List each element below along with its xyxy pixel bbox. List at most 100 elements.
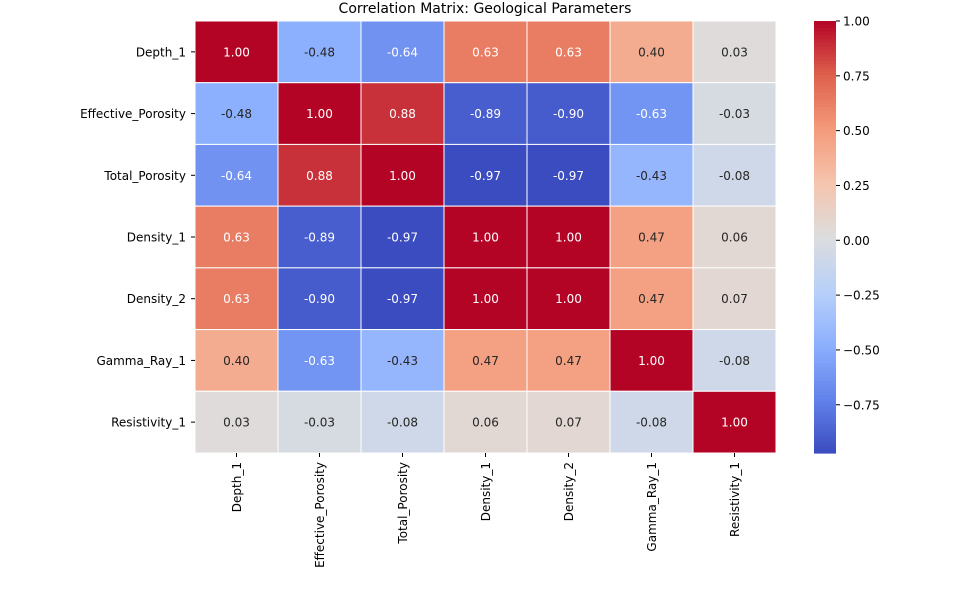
cell-value-label: -0.48 <box>221 107 252 121</box>
row-label: Density_2 <box>127 292 186 306</box>
colorbar-tick-label: 0.25 <box>843 179 870 193</box>
colorbar-segment <box>814 150 836 155</box>
heatmap-cell <box>692 329 777 392</box>
chart-title: Correlation Matrix: Geological Parameter… <box>339 1 632 17</box>
colorbar-segment <box>814 39 836 44</box>
heatmap-cell <box>526 329 611 392</box>
row-label: Effective_Porosity <box>80 107 186 121</box>
colorbar-segment <box>814 294 836 299</box>
colorbar-segment <box>814 175 836 180</box>
cell-value-label: -0.89 <box>470 107 501 121</box>
colorbar-segment <box>814 424 836 429</box>
colorbar-segment <box>814 373 836 378</box>
colorbar-segment <box>814 247 836 252</box>
colorbar-segment <box>814 219 836 224</box>
colorbar-segment <box>814 251 836 256</box>
colorbar-segment <box>814 186 836 191</box>
colorbar-segment <box>814 154 836 159</box>
colorbar-segment <box>814 276 836 281</box>
colorbar-segment <box>814 183 836 188</box>
heatmap-cell <box>443 20 528 84</box>
column-labels: Depth_1 Effective_Porosity Total_Porosity D… <box>230 453 742 568</box>
colorbar-segment <box>814 280 836 285</box>
colorbar-segment <box>814 28 836 33</box>
cell-value-label: 0.06 <box>721 231 748 245</box>
cell-value-label: -0.97 <box>387 292 418 306</box>
colorbar-segment <box>814 269 836 274</box>
cell-value-label: 0.63 <box>472 45 499 59</box>
colorbar-segment <box>814 240 836 245</box>
column-label: Total_Porosity <box>396 462 410 545</box>
colorbar-segment <box>814 21 836 26</box>
colorbar-segment <box>814 399 836 404</box>
colorbar-segment <box>814 57 836 62</box>
column-label: Density_1 <box>479 462 493 521</box>
colorbar-segment <box>814 132 836 137</box>
colorbar-segment <box>814 359 836 364</box>
heatmap-cell <box>277 329 362 392</box>
colorbar-segment <box>814 327 836 332</box>
column-label: Density_2 <box>562 462 576 521</box>
colorbar-segment <box>814 129 836 134</box>
cell-value-label: -0.08 <box>387 416 418 430</box>
colorbar-segment <box>814 93 836 98</box>
colorbar-segment <box>814 262 836 267</box>
colorbar-segment <box>814 85 836 90</box>
cell-value-label: 0.63 <box>555 45 582 59</box>
cell-value-label: 0.03 <box>223 416 250 430</box>
cell-value-label: 0.47 <box>638 292 665 306</box>
cell-value-label: 0.47 <box>638 231 665 245</box>
colorbar-segment <box>814 352 836 357</box>
colorbar-segment <box>814 208 836 213</box>
cell-value-label: -0.97 <box>470 169 501 183</box>
colorbar-tick-label: 1.00 <box>843 15 870 29</box>
cell-value-label: -0.03 <box>304 416 335 430</box>
colorbar-segment <box>814 255 836 260</box>
colorbar-segment <box>814 273 836 278</box>
colorbar-segment <box>814 46 836 51</box>
colorbar-segment <box>814 121 836 126</box>
colorbar-segment <box>814 53 836 58</box>
cell-value-label: -0.43 <box>387 354 418 368</box>
colorbar-segment <box>814 190 836 195</box>
colorbar-segment <box>814 312 836 317</box>
colorbar-segment <box>814 291 836 296</box>
colorbar-segment <box>814 348 836 353</box>
colorbar-segment <box>814 193 836 198</box>
colorbar-segment <box>814 96 836 101</box>
cell-value-label: 1.00 <box>472 292 499 306</box>
colorbar-tick-label: 0.00 <box>843 234 870 248</box>
cell-value-label: -0.43 <box>636 169 667 183</box>
colorbar-segment <box>814 197 836 202</box>
cell-value-label: -0.63 <box>636 107 667 121</box>
colorbar-segment <box>814 330 836 335</box>
heatmap-cell <box>194 390 279 454</box>
colorbar-segment <box>814 147 836 152</box>
colorbar-segment <box>814 168 836 173</box>
colorbar-segment <box>814 107 836 112</box>
colorbar-segment <box>814 402 836 407</box>
heatmap-cell <box>277 205 362 269</box>
colorbar-segment <box>814 341 836 346</box>
colorbar-segment <box>814 258 836 263</box>
heatmap-cell <box>609 390 694 454</box>
colorbar-segment <box>814 31 836 36</box>
colorbar-tick-label: 0.75 <box>843 69 870 83</box>
colorbar-segment <box>814 118 836 123</box>
cell-value-label: 0.63 <box>223 231 250 245</box>
cell-value-label: -0.90 <box>304 292 335 306</box>
cell-value-label: -0.64 <box>221 169 252 183</box>
cell-value-label: 1.00 <box>638 354 665 368</box>
colorbar-segment <box>814 35 836 40</box>
colorbar-segment <box>814 435 836 440</box>
colorbar-segment <box>814 355 836 360</box>
heatmap-cell <box>526 82 611 145</box>
cell-value-label: -0.08 <box>719 169 750 183</box>
colorbar-tick-label: −0.75 <box>843 398 880 412</box>
heatmap-cell <box>277 143 362 207</box>
colorbar-segment <box>814 222 836 227</box>
cell-value-label: 1.00 <box>555 292 582 306</box>
cell-value-label: -0.64 <box>387 45 418 59</box>
colorbar-segment <box>814 409 836 414</box>
colorbar-tick-label: −0.25 <box>843 289 880 303</box>
